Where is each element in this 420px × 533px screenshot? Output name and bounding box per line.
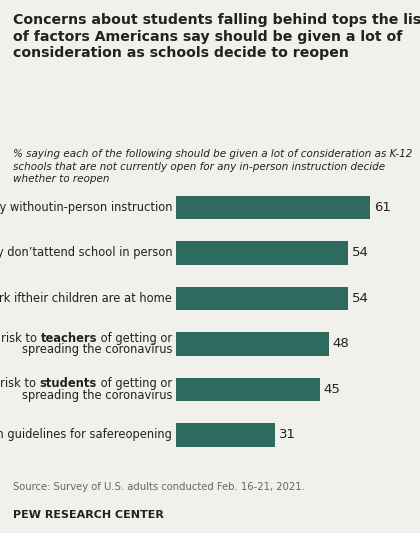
Text: 54: 54	[352, 292, 369, 305]
Text: PEW RESEARCH CENTER: PEW RESEARCH CENTER	[13, 510, 163, 520]
Text: Parents not being able to work iftheir children are at home: Parents not being able to work iftheir c…	[0, 292, 172, 305]
Text: of getting or: of getting or	[97, 332, 172, 344]
Text: % saying each of the following should be given a lot of consideration as K-12
sc: % saying each of the following should be…	[13, 149, 412, 184]
Bar	[176, 377, 320, 401]
Bar	[176, 241, 348, 265]
Text: The possibility that students willfall behind academically withoutin-person inst: The possibility that students willfall b…	[0, 201, 172, 214]
Text: 61: 61	[374, 201, 391, 214]
Text: students: students	[40, 377, 97, 390]
Bar	[176, 196, 370, 219]
Text: of getting or: of getting or	[97, 377, 172, 390]
Text: teachers: teachers	[41, 332, 97, 344]
Text: spreading the coronavirus: spreading the coronavirus	[22, 343, 172, 356]
Text: 45: 45	[323, 383, 340, 396]
Text: spreading the coronavirus: spreading the coronavirus	[22, 389, 172, 402]
Text: The possibility that students’emotional well-being will benegatively impacted if: The possibility that students’emotional …	[0, 246, 172, 260]
Text: The financial cost to schoolsystems of following the publichealth guidelines for: The financial cost to schoolsystems of f…	[0, 429, 172, 441]
Text: 48: 48	[333, 337, 349, 350]
Text: The risk to: The risk to	[0, 377, 40, 390]
Text: 31: 31	[279, 429, 296, 441]
Text: The risk to: The risk to	[0, 332, 41, 344]
Text: Concerns about students falling behind tops the list
of factors Americans say sh: Concerns about students falling behind t…	[13, 13, 420, 60]
Text: Source: Survey of U.S. adults conducted Feb. 16-21, 2021.: Source: Survey of U.S. adults conducted …	[13, 482, 304, 492]
Bar	[176, 287, 348, 310]
Bar	[176, 332, 329, 356]
Bar	[176, 423, 275, 447]
Text: 54: 54	[352, 246, 369, 260]
